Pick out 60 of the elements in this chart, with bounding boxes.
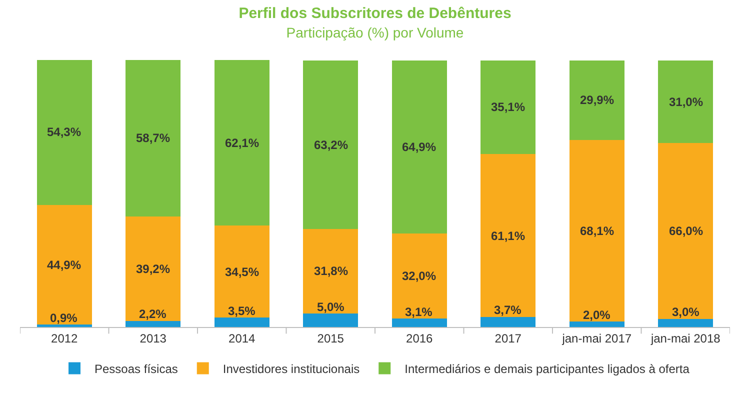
- data-label: 66,0%: [669, 224, 704, 238]
- x-tick-label: 2012: [51, 331, 78, 346]
- bar: [36, 204, 92, 325]
- bar: [214, 318, 270, 327]
- legend-label: Investidores institucionais: [222, 362, 360, 376]
- data-label: 3,5%: [228, 304, 256, 318]
- data-label: 44,9%: [47, 258, 82, 272]
- data-label: 31,0%: [669, 95, 704, 109]
- data-label: 35,1%: [491, 100, 526, 114]
- data-label: 39,2%: [136, 262, 170, 276]
- bar: [214, 226, 270, 318]
- data-label: 68,1%: [580, 224, 614, 238]
- data-label: 2,2%: [139, 307, 167, 321]
- chart-subtitle: Participação (%) por Volume: [286, 24, 464, 40]
- x-tick-label: 2015: [317, 331, 344, 346]
- bar: [392, 318, 447, 327]
- bar: [214, 60, 270, 226]
- data-label: 63,2%: [314, 138, 348, 152]
- bar: [126, 321, 181, 327]
- data-label: 29,9%: [580, 93, 614, 107]
- bar: [480, 60, 536, 154]
- data-label: 62,1%: [225, 136, 260, 150]
- data-label: 64,9%: [402, 140, 436, 154]
- x-tick-label: 2017: [494, 331, 522, 346]
- data-label: 0,9%: [50, 311, 78, 325]
- data-label: 3,1%: [405, 305, 433, 319]
- data-label: 3,7%: [494, 303, 522, 317]
- bar: [303, 60, 358, 229]
- bar: [480, 154, 536, 318]
- bar: [303, 228, 358, 314]
- x-tick-label: 2016: [406, 331, 434, 346]
- data-label: 3,0%: [672, 305, 700, 319]
- x-tick-label: jan-mai 2018: [650, 331, 721, 346]
- bar: [658, 319, 714, 327]
- bar: [303, 314, 358, 327]
- bar: [126, 216, 181, 322]
- x-tick-label: 2014: [228, 331, 256, 346]
- bar: [480, 317, 536, 327]
- bar: [569, 140, 624, 322]
- bar: [569, 322, 624, 327]
- data-label: 32,0%: [402, 269, 436, 283]
- legend-label: Intermediários e demais participantes ligados à oferta: [404, 362, 690, 376]
- bar: [658, 60, 714, 143]
- data-label: 58,7%: [136, 131, 170, 145]
- data-label: 54,3%: [47, 125, 82, 139]
- bar: [658, 142, 714, 319]
- data-label: 2,0%: [583, 308, 611, 322]
- bar: [392, 60, 447, 234]
- chart-title: Perfil dos Subscritores de Debêntures: [238, 4, 512, 22]
- data-label: 5,0%: [317, 300, 345, 314]
- bar: [569, 60, 624, 140]
- bar: [36, 60, 92, 205]
- data-label: 61,1%: [491, 229, 526, 243]
- x-tick-label: jan-mai 2017: [561, 331, 632, 346]
- legend-label: Pessoas físicas: [94, 362, 178, 376]
- data-label: 31,8%: [314, 264, 348, 278]
- bar: [126, 60, 181, 217]
- bar: [392, 233, 447, 319]
- data-label: 34,5%: [225, 265, 260, 279]
- x-tick-label: 2013: [140, 331, 167, 346]
